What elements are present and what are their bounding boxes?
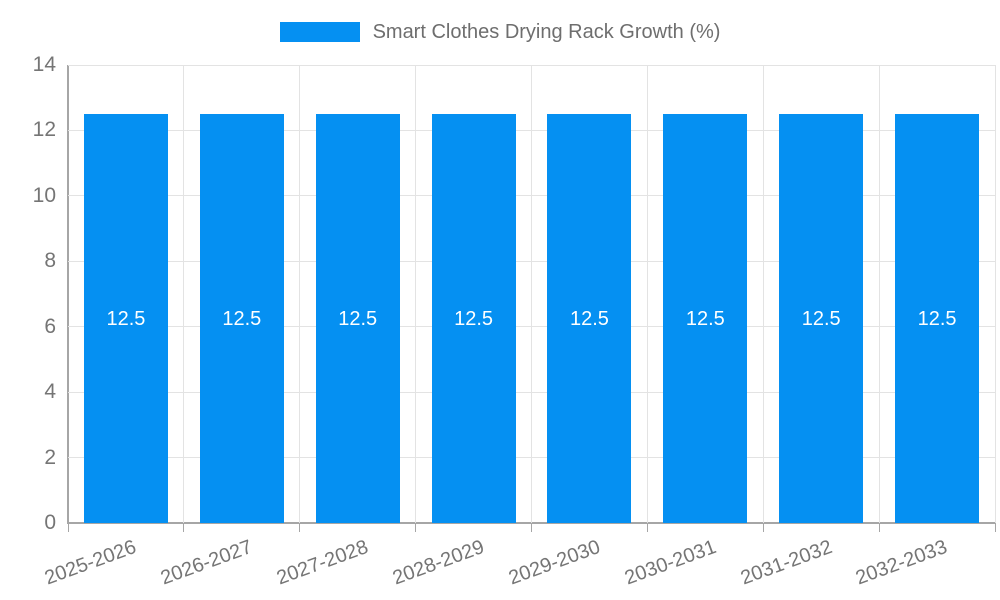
y-axis-tick-label: 4 xyxy=(44,380,56,404)
y-axis-tick-label: 8 xyxy=(44,249,56,273)
gridline-vertical xyxy=(994,65,996,523)
bar-value-label: 12.5 xyxy=(106,307,146,330)
y-axis-tick-label: 12 xyxy=(32,118,56,142)
bar[interactable]: 12.5 xyxy=(895,114,980,523)
bar-value-label: 12.5 xyxy=(454,307,494,330)
x-axis-tick-label: 2032-2033 xyxy=(853,536,951,590)
gridline-vertical xyxy=(183,65,185,523)
bar-value-label: 12.5 xyxy=(338,307,378,330)
x-axis-tick xyxy=(183,523,185,532)
bar-value-label: 12.5 xyxy=(917,307,957,330)
y-axis-tick-label: 10 xyxy=(32,183,56,207)
bar-value-label: 12.5 xyxy=(222,307,262,330)
bar-value-label: 12.5 xyxy=(685,307,725,330)
gridline-vertical xyxy=(531,65,532,523)
gridline-vertical xyxy=(762,65,764,523)
bar[interactable]: 12.5 xyxy=(663,114,748,523)
legend: Smart Clothes Drying Rack Growth (%) xyxy=(0,19,1000,45)
gridline-vertical xyxy=(415,65,417,523)
bar[interactable]: 12.5 xyxy=(315,114,400,523)
y-axis-tick-label: 6 xyxy=(44,314,56,338)
x-axis-tick-label: 2026-2027 xyxy=(157,536,256,590)
bar-value-label: 12.5 xyxy=(801,307,841,330)
y-axis-tick-label: 14 xyxy=(32,53,56,76)
plot-area: 12.5 12.5 12.5 12.5 12.5 12.5 12.5 12.5 xyxy=(67,64,996,532)
bar[interactable]: 12.5 xyxy=(83,114,168,523)
bar[interactable]: 12.5 xyxy=(547,114,632,523)
x-axis-tick xyxy=(299,523,301,532)
x-axis-tick-label: 2025-2026 xyxy=(42,536,140,590)
x-axis-tick-label: 2030-2031 xyxy=(621,536,719,590)
x-axis-tick-label: 2028-2029 xyxy=(389,536,488,590)
x-axis-tick xyxy=(878,523,880,532)
bar[interactable]: 12.5 xyxy=(199,114,284,523)
x-axis-tick xyxy=(762,523,764,532)
x-axis-tick-label: 2027-2028 xyxy=(273,536,372,590)
bar-value-label: 12.5 xyxy=(569,307,609,330)
bar[interactable]: 12.5 xyxy=(431,114,516,523)
y-axis-line xyxy=(67,65,69,523)
x-axis-tick-label: 2031-2032 xyxy=(737,536,835,590)
x-axis-tick xyxy=(67,523,69,532)
legend-label: Smart Clothes Drying Rack Growth (%) xyxy=(372,20,721,43)
x-axis-tick xyxy=(646,523,648,532)
y-axis-tick-label: 2 xyxy=(44,445,56,469)
gridline-vertical xyxy=(299,65,301,523)
gridline-vertical xyxy=(878,65,880,523)
y-axis-tick-label: 0 xyxy=(44,511,56,534)
gridline-vertical xyxy=(646,65,648,523)
x-axis-tick xyxy=(994,523,996,532)
x-axis-tick xyxy=(531,523,532,532)
x-axis-tick xyxy=(415,523,417,532)
bar[interactable]: 12.5 xyxy=(779,114,864,523)
legend-swatch xyxy=(279,22,360,42)
x-axis-tick-label: 2029-2030 xyxy=(505,536,603,590)
